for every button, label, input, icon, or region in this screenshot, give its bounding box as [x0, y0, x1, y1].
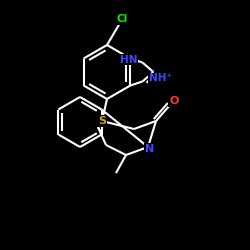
Text: Cl: Cl	[116, 14, 128, 24]
Text: NH⁺: NH⁺	[148, 74, 172, 84]
Text: S: S	[98, 116, 106, 126]
Text: O: O	[169, 96, 179, 106]
Text: N: N	[146, 144, 154, 154]
Text: HN: HN	[120, 54, 138, 64]
